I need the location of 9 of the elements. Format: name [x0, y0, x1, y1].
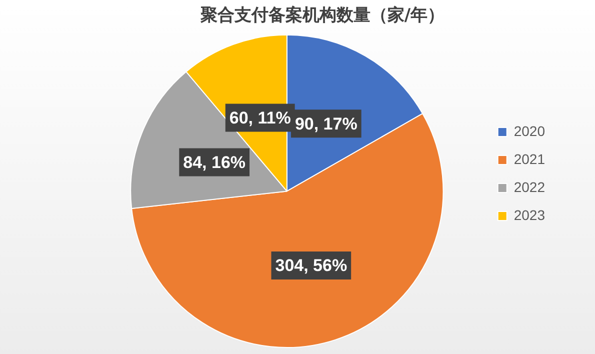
data-label: 304, 56%: [275, 256, 348, 276]
legend-label: 2023: [514, 206, 546, 223]
data-label: 60, 11%: [229, 108, 291, 128]
data-label: 84, 16%: [183, 152, 246, 172]
chart-title: 聚合支付备案机构数量（家/年）: [199, 4, 445, 26]
legend-label: 2020: [514, 122, 546, 139]
data-label: 90, 17%: [294, 114, 358, 134]
legend-label: 2021: [514, 150, 546, 167]
legend-label: 2022: [514, 178, 546, 195]
